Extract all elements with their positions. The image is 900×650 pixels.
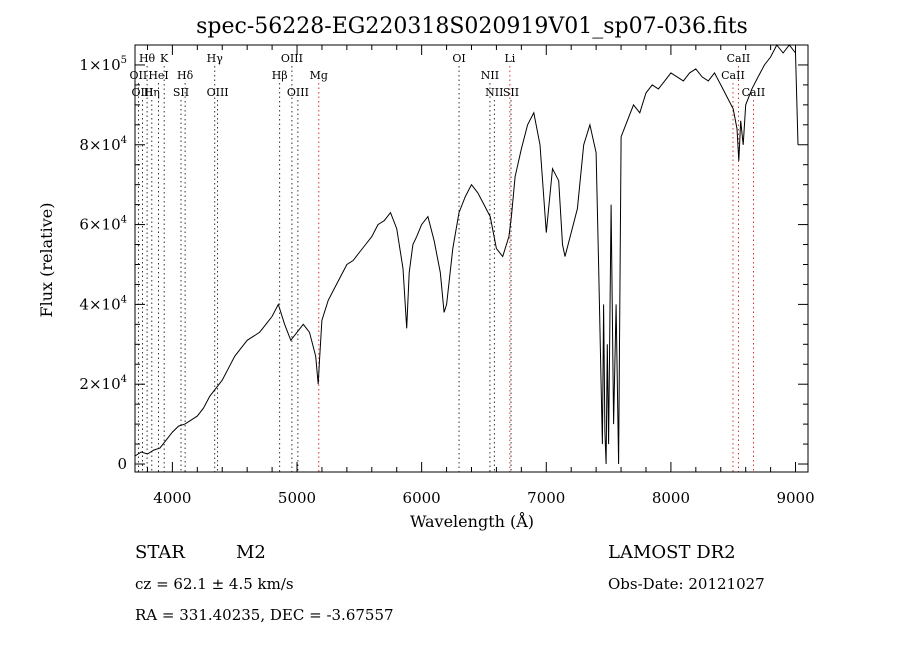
survey-name: LAMOST DR2 (608, 542, 736, 563)
spectral-line-label: Hθ (139, 52, 156, 65)
y-tick-mantissa: 1×10 (79, 56, 120, 74)
y-tick-mantissa: 2×10 (79, 375, 120, 393)
object-class: STAR (135, 542, 185, 563)
velocity-readout: cz = 62.1 ± 4.5 km/s (135, 575, 294, 593)
y-tick-mantissa: 6×10 (79, 216, 120, 234)
spectral-line-label: SII (173, 86, 189, 99)
spectral-line-label: NII (481, 69, 499, 82)
spectral-line-label: CaII (721, 69, 745, 82)
y-axis-label: Flux (relative) (37, 203, 56, 318)
plot-frame (134, 44, 809, 473)
y-tick-label: 2×104 (79, 374, 127, 393)
x-tick-label: 6000 (403, 489, 441, 507)
spectral-line-label: OIII (287, 86, 309, 99)
spectral-line-label: Li (504, 52, 515, 65)
spectral-line-label: Hη (144, 86, 160, 99)
spectral-line-label: OIII (207, 86, 229, 99)
spectral-line-label: HeI (148, 69, 168, 82)
spectral-line-label: CaII (727, 52, 751, 65)
x-tick-label: 5000 (278, 489, 316, 507)
y-tick-mantissa: 8×10 (79, 136, 120, 154)
spectral-line-label: OIII (281, 52, 303, 65)
spectral-line-label: Hγ (207, 52, 224, 65)
spectral-line-label: OII (130, 69, 148, 82)
y-tick-exponent: 4 (121, 294, 127, 305)
x-tick-label: 8000 (652, 489, 690, 507)
x-axis-ticks: 4000 5000 6000 7000 8000 9000 (146, 45, 815, 507)
spectrum-series-line (134, 44, 799, 465)
spectral-line-label: CaII (742, 86, 766, 99)
obs-date: Obs-Date: 20121027 (608, 575, 765, 593)
y-tick-exponent: 4 (121, 135, 127, 146)
x-tick-label: 4000 (153, 489, 191, 507)
chart-title: spec-56228-EG220318S020919V01_sp07-036.f… (196, 14, 748, 39)
spectral-line-label: OI (452, 52, 465, 65)
spectral-line-label: SII (503, 86, 519, 99)
y-tick-label: 0 (117, 455, 127, 473)
spectral-line-label: NII (485, 86, 503, 99)
spectral-line-label: Mg (310, 69, 328, 82)
spectral-line-label: Hδ (177, 69, 194, 82)
x-tick-label: 7000 (527, 489, 565, 507)
spectral-line-label: OIII (131, 86, 153, 99)
y-tick-exponent: 5 (121, 55, 127, 66)
coordinates-readout: RA = 331.40235, DEC = -3.67557 (135, 606, 394, 624)
spectral-subclass: M2 (236, 542, 266, 563)
y-tick-exponent: 4 (121, 374, 127, 385)
x-tick-label: 9000 (776, 489, 814, 507)
y-tick-mantissa: 4×10 (79, 295, 120, 313)
y-tick-label: 6×104 (79, 215, 127, 234)
x-axis-label: Wavelength (Å) (410, 511, 534, 531)
y-tick-label: 4×104 (79, 294, 127, 313)
spectral-line-label: Hβ (272, 69, 288, 82)
y-tick-label: 8×104 (79, 135, 127, 154)
spectral-line-label: K (160, 52, 169, 65)
y-tick-label: 1×105 (79, 55, 127, 74)
y-tick-exponent: 4 (121, 215, 127, 226)
